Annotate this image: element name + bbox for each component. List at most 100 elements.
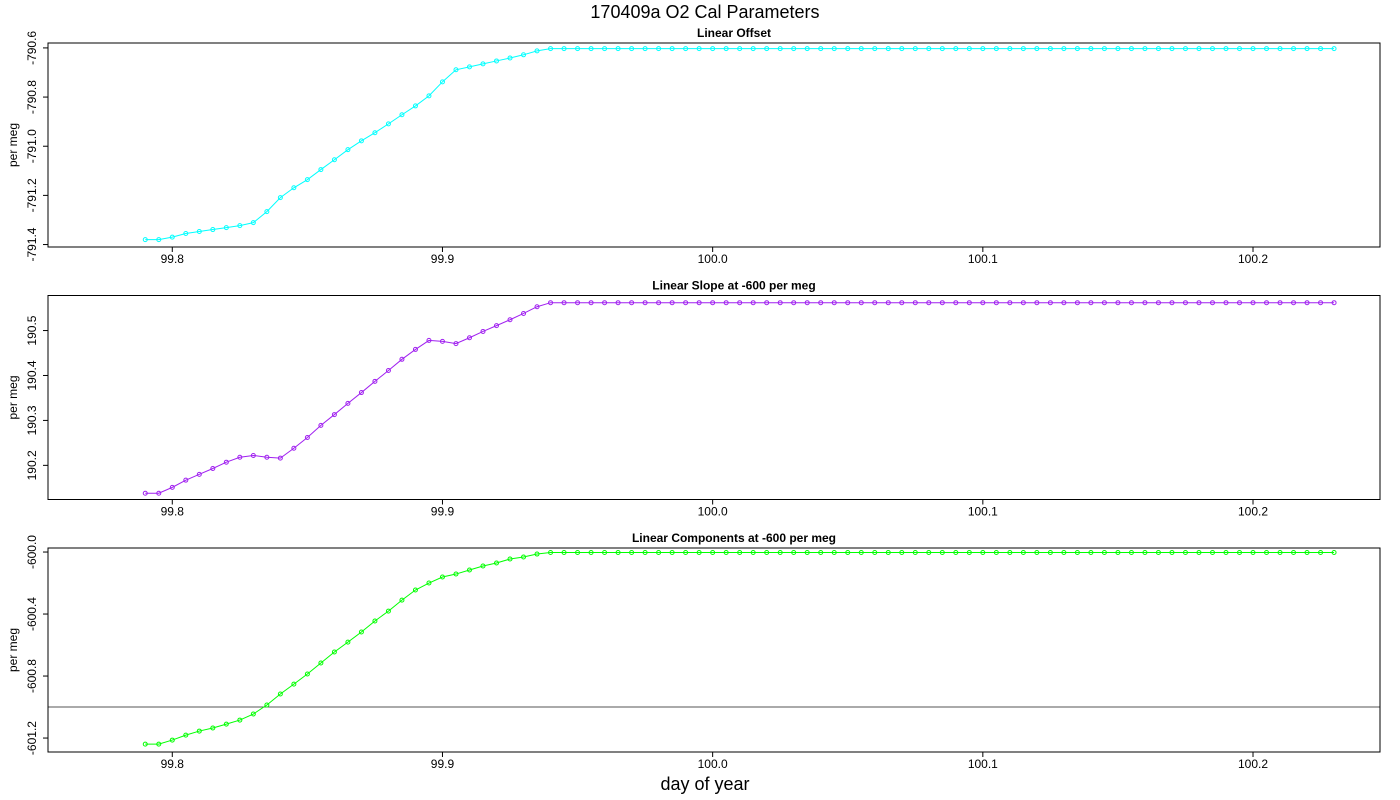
data-point — [818, 549, 824, 555]
data-point — [845, 549, 851, 555]
data-point — [250, 452, 256, 458]
data-point — [777, 300, 783, 306]
data-point — [993, 46, 999, 52]
data-point — [494, 323, 500, 329]
data-point — [494, 58, 500, 64]
data-point — [1115, 300, 1121, 306]
data-point — [710, 46, 716, 52]
data-point — [480, 563, 486, 569]
data-point — [615, 549, 621, 555]
y-axis-label: per meg — [6, 375, 20, 419]
plot-frame — [47, 295, 1381, 500]
data-point — [1291, 46, 1297, 52]
x-tick-label: 100.1 — [968, 757, 998, 771]
data-point — [926, 549, 932, 555]
y-axis-label: per meg — [6, 628, 20, 672]
data-point — [575, 46, 581, 52]
data-point — [521, 554, 527, 560]
data-point — [304, 671, 310, 677]
data-point — [237, 454, 243, 460]
data-point — [1237, 46, 1243, 52]
x-tick-label: 100.1 — [968, 505, 998, 519]
data-point — [210, 465, 216, 471]
data-point — [656, 300, 662, 306]
data-point — [1088, 300, 1094, 306]
data-point — [534, 304, 540, 310]
y-tick-label: -791.2 — [25, 178, 39, 212]
data-point — [1101, 300, 1107, 306]
data-point — [1331, 46, 1337, 52]
data-point — [804, 549, 810, 555]
data-point — [912, 46, 918, 52]
data-point — [588, 46, 594, 52]
data-point — [1128, 549, 1134, 555]
data-point — [1250, 549, 1256, 555]
data-point — [507, 55, 513, 61]
data-point — [1318, 300, 1324, 306]
data-point — [993, 300, 999, 306]
data-point — [534, 48, 540, 54]
data-point — [1101, 549, 1107, 555]
data-point — [953, 549, 959, 555]
data-point — [277, 455, 283, 461]
data-point — [818, 46, 824, 52]
x-tick-label: 100.0 — [698, 757, 728, 771]
data-point — [1196, 300, 1202, 306]
data-point — [1331, 549, 1337, 555]
data-point — [1182, 300, 1188, 306]
data-point — [534, 551, 540, 557]
data-point — [142, 490, 148, 496]
data-point — [575, 300, 581, 306]
data-point — [318, 422, 324, 428]
data-point — [669, 300, 675, 306]
data-point — [318, 660, 324, 666]
data-point — [1277, 46, 1283, 52]
data-point — [1061, 46, 1067, 52]
data-point — [858, 300, 864, 306]
data-point — [696, 300, 702, 306]
data-point — [466, 64, 472, 70]
x-tick-label: 100.0 — [698, 505, 728, 519]
data-point — [183, 732, 189, 738]
data-point — [426, 93, 432, 99]
data-point — [223, 721, 229, 727]
data-point — [331, 157, 337, 163]
data-point — [1209, 300, 1215, 306]
data-point — [250, 220, 256, 226]
data-point — [980, 46, 986, 52]
data-point — [480, 61, 486, 67]
data-point — [1237, 549, 1243, 555]
data-point — [548, 300, 554, 306]
data-point — [615, 300, 621, 306]
y-tick-label: -600.0 — [25, 535, 39, 569]
data-point — [629, 300, 635, 306]
data-point — [1318, 549, 1324, 555]
data-point — [723, 549, 729, 555]
data-point — [1169, 300, 1175, 306]
data-point — [1264, 300, 1270, 306]
data-point — [831, 46, 837, 52]
data-point — [237, 223, 243, 229]
data-point — [858, 549, 864, 555]
data-point — [872, 300, 878, 306]
data-point — [1291, 549, 1297, 555]
data-point — [642, 300, 648, 306]
data-point — [845, 300, 851, 306]
x-tick-label: 100.1 — [968, 252, 998, 266]
data-point — [385, 368, 391, 374]
y-tick-label: 190.5 — [25, 315, 39, 345]
series-line — [145, 551, 1335, 745]
data-point — [939, 549, 945, 555]
data-point — [412, 587, 418, 593]
data-point — [372, 378, 378, 384]
data-point — [615, 46, 621, 52]
data-point — [939, 46, 945, 52]
data-point — [304, 434, 310, 440]
data-point — [1142, 46, 1148, 52]
series-line — [145, 48, 1335, 241]
data-point — [385, 608, 391, 614]
data-point — [831, 300, 837, 306]
data-point — [1304, 300, 1310, 306]
data-point — [696, 46, 702, 52]
